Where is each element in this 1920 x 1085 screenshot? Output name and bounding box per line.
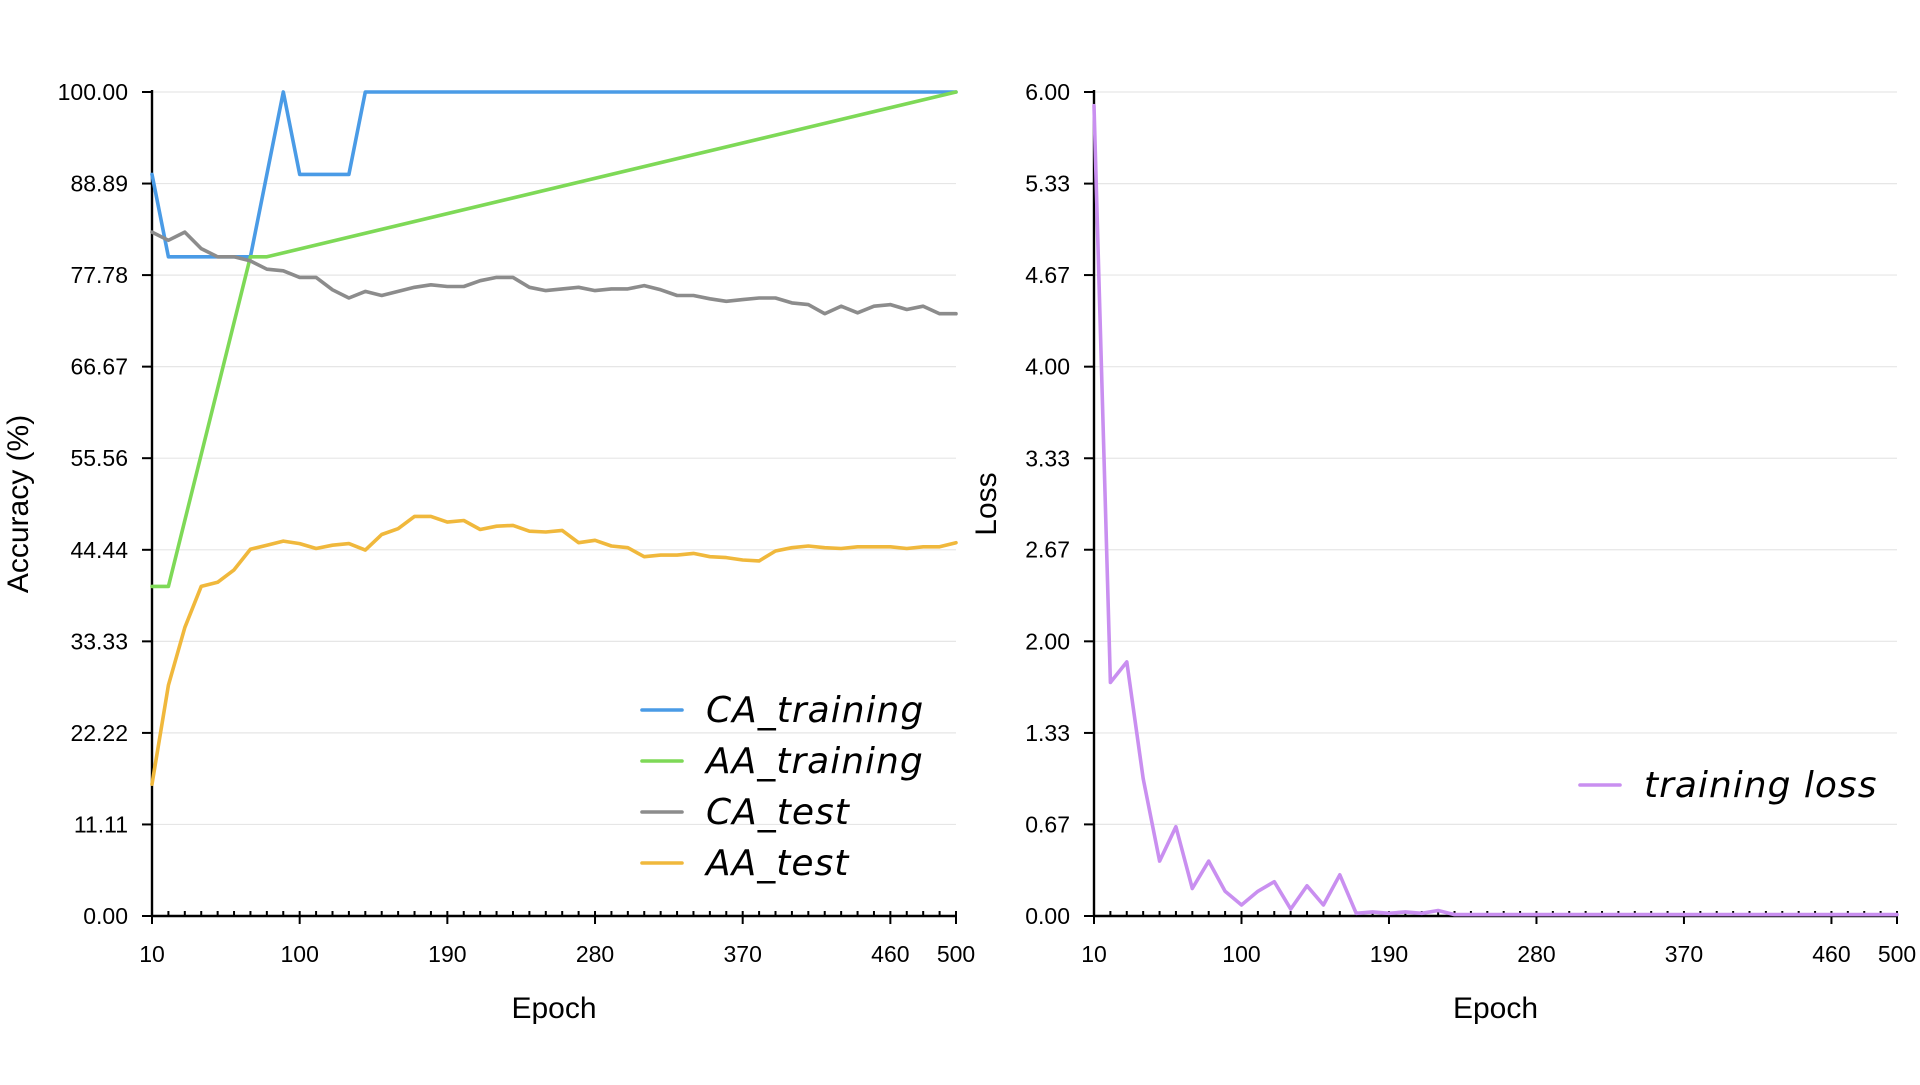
loss-y-tick-label: 2.00 [1025, 628, 1070, 654]
accuracy-y-tick-label: 66.67 [70, 354, 128, 380]
loss-x-tick-label: 370 [1665, 941, 1703, 967]
accuracy-y-tick-label: 22.22 [70, 720, 128, 746]
legend-label: CA_training [706, 690, 924, 731]
loss-y-tick-label: 1.33 [1025, 720, 1070, 746]
legend-label: AA_test [704, 843, 850, 884]
accuracy-y-tick-label: 33.33 [70, 628, 128, 654]
accuracy-y-tick-label: 55.56 [70, 445, 128, 471]
accuracy-y-tick-label: 44.44 [70, 537, 128, 563]
loss-x-tick-label: 280 [1517, 941, 1555, 967]
series-line-aa-test [150, 514, 958, 787]
loss-x-tick-label: 10 [1081, 941, 1107, 967]
accuracy-x-tick-label: 10 [139, 941, 165, 967]
loss-y-axis-title: Loss [970, 472, 1003, 535]
loss-x-tick-label: 500 [1878, 941, 1916, 967]
accuracy-y-axis-title: Accuracy (%) [2, 415, 35, 593]
legend-label: training loss [1644, 765, 1877, 806]
loss-x-tick-label: 460 [1812, 941, 1850, 967]
series-line-ca-training [150, 90, 958, 259]
loss-x-axis-title: Epoch [1453, 992, 1538, 1025]
loss-y-tick-label: 0.00 [1025, 903, 1070, 929]
accuracy-x-tick-label: 100 [280, 941, 318, 967]
series-line-training-loss [1092, 103, 1899, 917]
loss-y-tick-label: 5.33 [1025, 171, 1070, 197]
loss-y-tick-label: 6.00 [1025, 79, 1070, 105]
loss-y-tick-label: 0.67 [1025, 811, 1070, 837]
accuracy-x-tick-label: 280 [576, 941, 614, 967]
accuracy-y-tick-label: 100.00 [58, 79, 128, 105]
series-line-ca-test [150, 230, 958, 316]
loss-x-tick-label: 190 [1370, 941, 1408, 967]
accuracy-x-tick-label: 370 [724, 941, 762, 967]
accuracy-y-tick-label: 0.00 [83, 903, 128, 929]
legend-label: AA_training [704, 741, 924, 782]
accuracy-x-tick-label: 460 [871, 941, 909, 967]
loss-y-tick-label: 3.33 [1025, 445, 1070, 471]
loss-y-tick-label: 2.67 [1025, 537, 1070, 563]
accuracy-y-tick-label: 88.89 [70, 171, 128, 197]
accuracy-y-tick-label: 77.78 [70, 262, 128, 288]
accuracy-x-axis-title: Epoch [511, 992, 596, 1025]
accuracy-y-tick-label: 11.11 [74, 811, 128, 837]
accuracy-x-tick-label: 500 [937, 941, 975, 967]
series-line-aa-training [150, 90, 958, 589]
accuracy-x-tick-label: 190 [428, 941, 466, 967]
legend-label: CA_test [706, 792, 851, 833]
loss-y-tick-label: 4.00 [1025, 354, 1070, 380]
loss-y-tick-label: 4.67 [1025, 262, 1070, 288]
loss-x-tick-label: 100 [1222, 941, 1260, 967]
